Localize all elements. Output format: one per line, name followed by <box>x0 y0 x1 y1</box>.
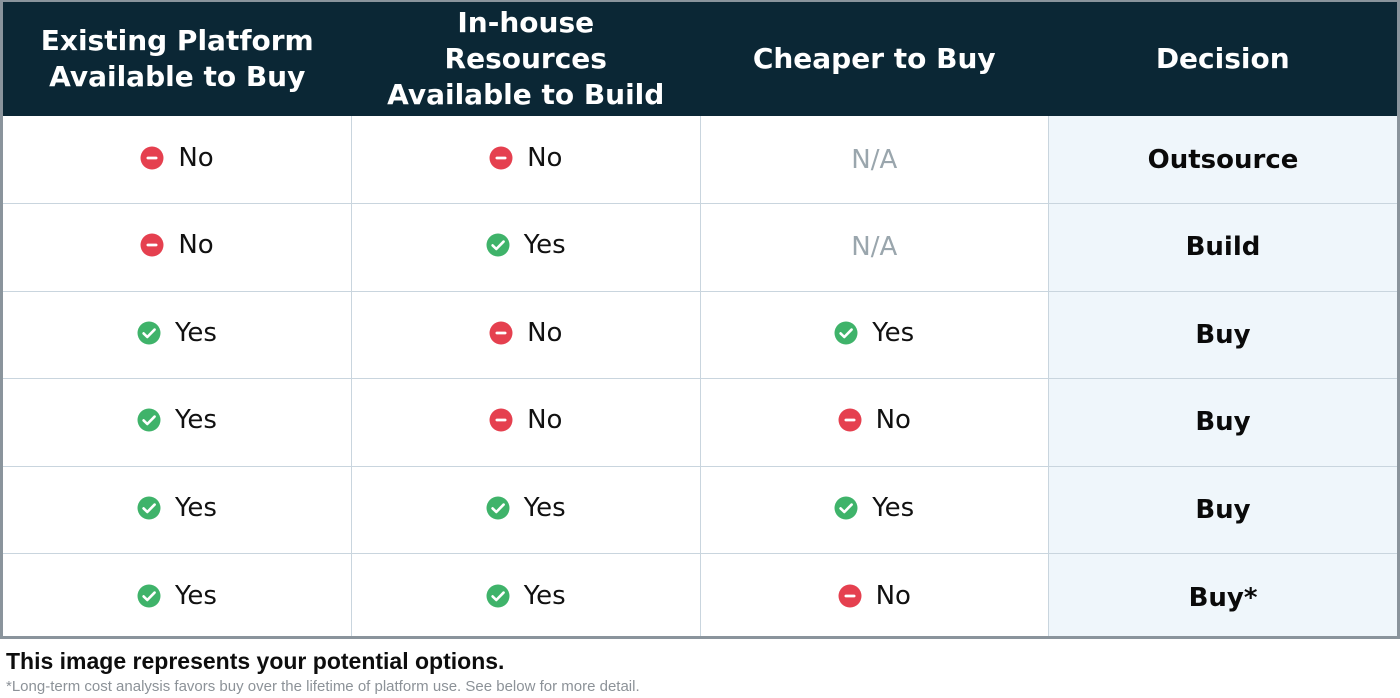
table-row: Yes No Yes Buy <box>3 291 1397 379</box>
cheaper-cell: N/A <box>700 116 1049 204</box>
cell-content: Yes <box>486 230 566 260</box>
platform-cell: Yes <box>3 553 352 636</box>
decision-table: Existing Platform Available to Buy In-ho… <box>3 2 1397 636</box>
cell-label: Yes <box>523 580 566 611</box>
check-circle-icon <box>486 233 510 257</box>
header-line: In-house Resources <box>444 6 607 75</box>
cell-content: No <box>838 581 911 611</box>
minus-circle-icon <box>140 146 164 170</box>
header-cheaper-to-buy: Cheaper to Buy <box>700 2 1049 116</box>
decision-cell: Buy <box>1048 378 1397 467</box>
caption-text: This image represents your potential opt… <box>6 648 505 674</box>
check-circle-icon <box>486 584 510 608</box>
cell-content: No <box>838 405 911 435</box>
resources-cell: Yes <box>351 203 701 292</box>
footnote-text: *Long-term cost analysis favors buy over… <box>6 678 640 695</box>
cheaper-cell: N/A <box>700 203 1049 292</box>
platform-cell: No <box>3 116 352 204</box>
cell-label: Yes <box>523 230 566 261</box>
table-row: No Yes N/A Build <box>3 203 1397 292</box>
cell-label: No <box>875 580 911 611</box>
cell-label: Yes <box>175 580 217 611</box>
check-circle-icon <box>137 408 161 432</box>
table-row: No No N/A Outsource <box>3 116 1397 204</box>
cell-content: Yes <box>834 493 914 523</box>
cell-label: No <box>527 317 563 348</box>
resources-cell: No <box>351 116 701 204</box>
cell-content: No <box>489 318 562 348</box>
cell-content: No <box>489 143 562 173</box>
platform-cell: Yes <box>3 466 352 554</box>
cell-label: Yes <box>175 405 217 436</box>
resources-cell: Yes <box>351 466 701 554</box>
cell-label: Yes <box>175 317 217 348</box>
cell-label: Yes <box>872 492 915 523</box>
cell-label: Yes <box>523 492 566 523</box>
header-inhouse-resources: In-house Resources Available to Build <box>351 2 700 116</box>
platform-cell: No <box>3 203 352 292</box>
cell-content: No <box>140 142 214 173</box>
header-line: Existing Platform <box>40 24 314 57</box>
table-body: No No N/A Outsource No Yes N/A Build Yes No Yes Buy… <box>3 116 1397 636</box>
cheaper-cell: Yes <box>700 291 1049 379</box>
decision-cell: Buy* <box>1048 553 1397 636</box>
cell-content: N/A <box>851 145 897 175</box>
cell-content: N/A <box>851 232 897 262</box>
minus-circle-icon <box>838 584 862 608</box>
check-circle-icon <box>486 496 510 520</box>
cell-content: Yes <box>137 581 217 611</box>
minus-circle-icon <box>140 233 164 257</box>
cell-label: No <box>178 230 214 261</box>
header-line: Available to Build <box>387 78 665 111</box>
resources-cell: Yes <box>351 553 701 636</box>
cell-content: Yes <box>137 405 217 435</box>
cell-label: Yes <box>175 492 217 523</box>
decision-cell: Buy <box>1048 291 1397 379</box>
cell-label: No <box>875 405 911 436</box>
check-circle-icon <box>137 496 161 520</box>
header-existing-platform: Existing Platform Available to Buy <box>3 2 352 116</box>
check-circle-icon <box>834 496 858 520</box>
decision-cell: Outsource <box>1048 116 1397 204</box>
minus-circle-icon <box>838 408 862 432</box>
table-row: Yes No No Buy <box>3 378 1397 467</box>
cell-label: No <box>527 405 563 436</box>
cell-content: No <box>140 230 214 261</box>
table-row: Yes Yes No Buy* <box>3 553 1397 636</box>
minus-circle-icon <box>489 321 513 345</box>
resources-cell: No <box>351 291 701 379</box>
cell-content: Yes <box>834 318 914 348</box>
cell-content: Yes <box>486 581 566 611</box>
platform-cell: Yes <box>3 291 352 379</box>
header-line: Cheaper to Buy <box>752 42 996 75</box>
cheaper-cell: Yes <box>700 466 1049 554</box>
minus-circle-icon <box>489 146 513 170</box>
cell-content: Yes <box>486 493 566 523</box>
decision-cell: Build <box>1048 203 1397 292</box>
cell-label: N/A <box>851 144 898 175</box>
cheaper-cell: No <box>700 553 1049 636</box>
cell-label: No <box>527 142 563 173</box>
platform-cell: Yes <box>3 378 352 467</box>
decision-table-container: Existing Platform Available to Buy In-ho… <box>0 0 1400 639</box>
cell-content: Yes <box>137 318 217 348</box>
check-circle-icon <box>834 321 858 345</box>
check-circle-icon <box>137 584 161 608</box>
cheaper-cell: No <box>700 378 1049 467</box>
table-row: Yes Yes Yes Buy <box>3 466 1397 554</box>
cell-label: No <box>178 142 214 173</box>
minus-circle-icon <box>489 408 513 432</box>
resources-cell: No <box>351 378 701 467</box>
cell-content: Yes <box>137 493 217 523</box>
cell-label: N/A <box>851 232 898 263</box>
check-circle-icon <box>137 321 161 345</box>
table-header-row: Existing Platform Available to Buy In-ho… <box>3 2 1397 116</box>
cell-content: No <box>489 405 562 435</box>
header-decision: Decision <box>1048 2 1397 116</box>
header-line: Decision <box>1155 42 1290 75</box>
header-line: Available to Buy <box>49 60 306 93</box>
decision-cell: Buy <box>1048 466 1397 554</box>
cell-label: Yes <box>872 317 915 348</box>
